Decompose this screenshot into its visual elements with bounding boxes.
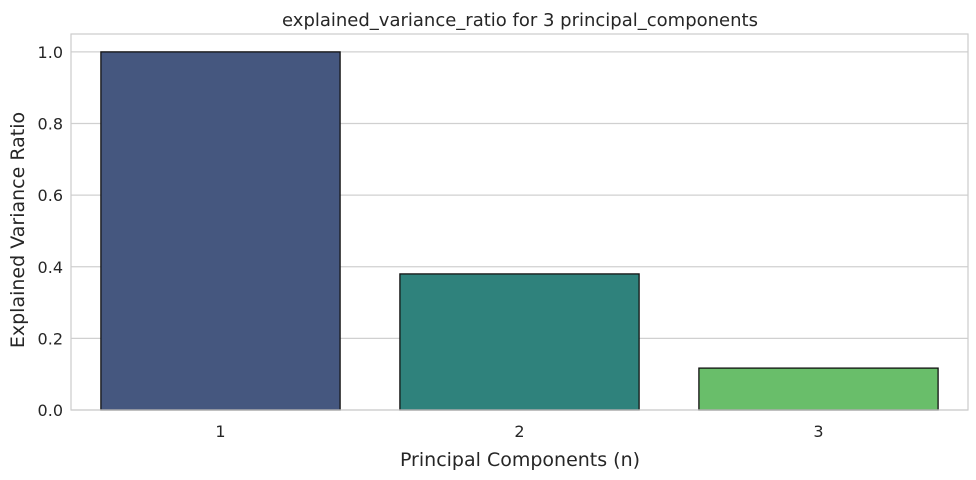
plot-frame — [70, 33, 969, 411]
x-axis-label: Principal Components (n) — [400, 449, 640, 471]
x-tick-labels: 1 2 3 — [215, 422, 823, 441]
bar-3 — [698, 367, 939, 411]
y-tick-label: 1.0 — [38, 43, 63, 62]
y-tick-label: 0.4 — [38, 258, 63, 277]
y-tick-label: 0.0 — [38, 401, 63, 420]
y-tick-labels: 0.0 0.2 0.4 0.6 0.8 1.0 — [38, 43, 63, 420]
x-tick-label: 3 — [813, 422, 823, 441]
y-axis-label: Explained Variance Ratio — [7, 112, 29, 348]
x-tick-label: 1 — [215, 422, 225, 441]
bar-1 — [100, 51, 341, 411]
y-tick-label: 0.2 — [38, 329, 63, 348]
chart-title: explained_variance_ratio for 3 principal… — [282, 10, 758, 31]
y-tick-label: 0.6 — [38, 186, 63, 205]
bars — [100, 51, 939, 411]
bar-2 — [399, 273, 640, 411]
axes-frame — [70, 33, 969, 411]
y-tick-label: 0.8 — [38, 115, 63, 134]
x-tick-label: 2 — [514, 422, 524, 441]
